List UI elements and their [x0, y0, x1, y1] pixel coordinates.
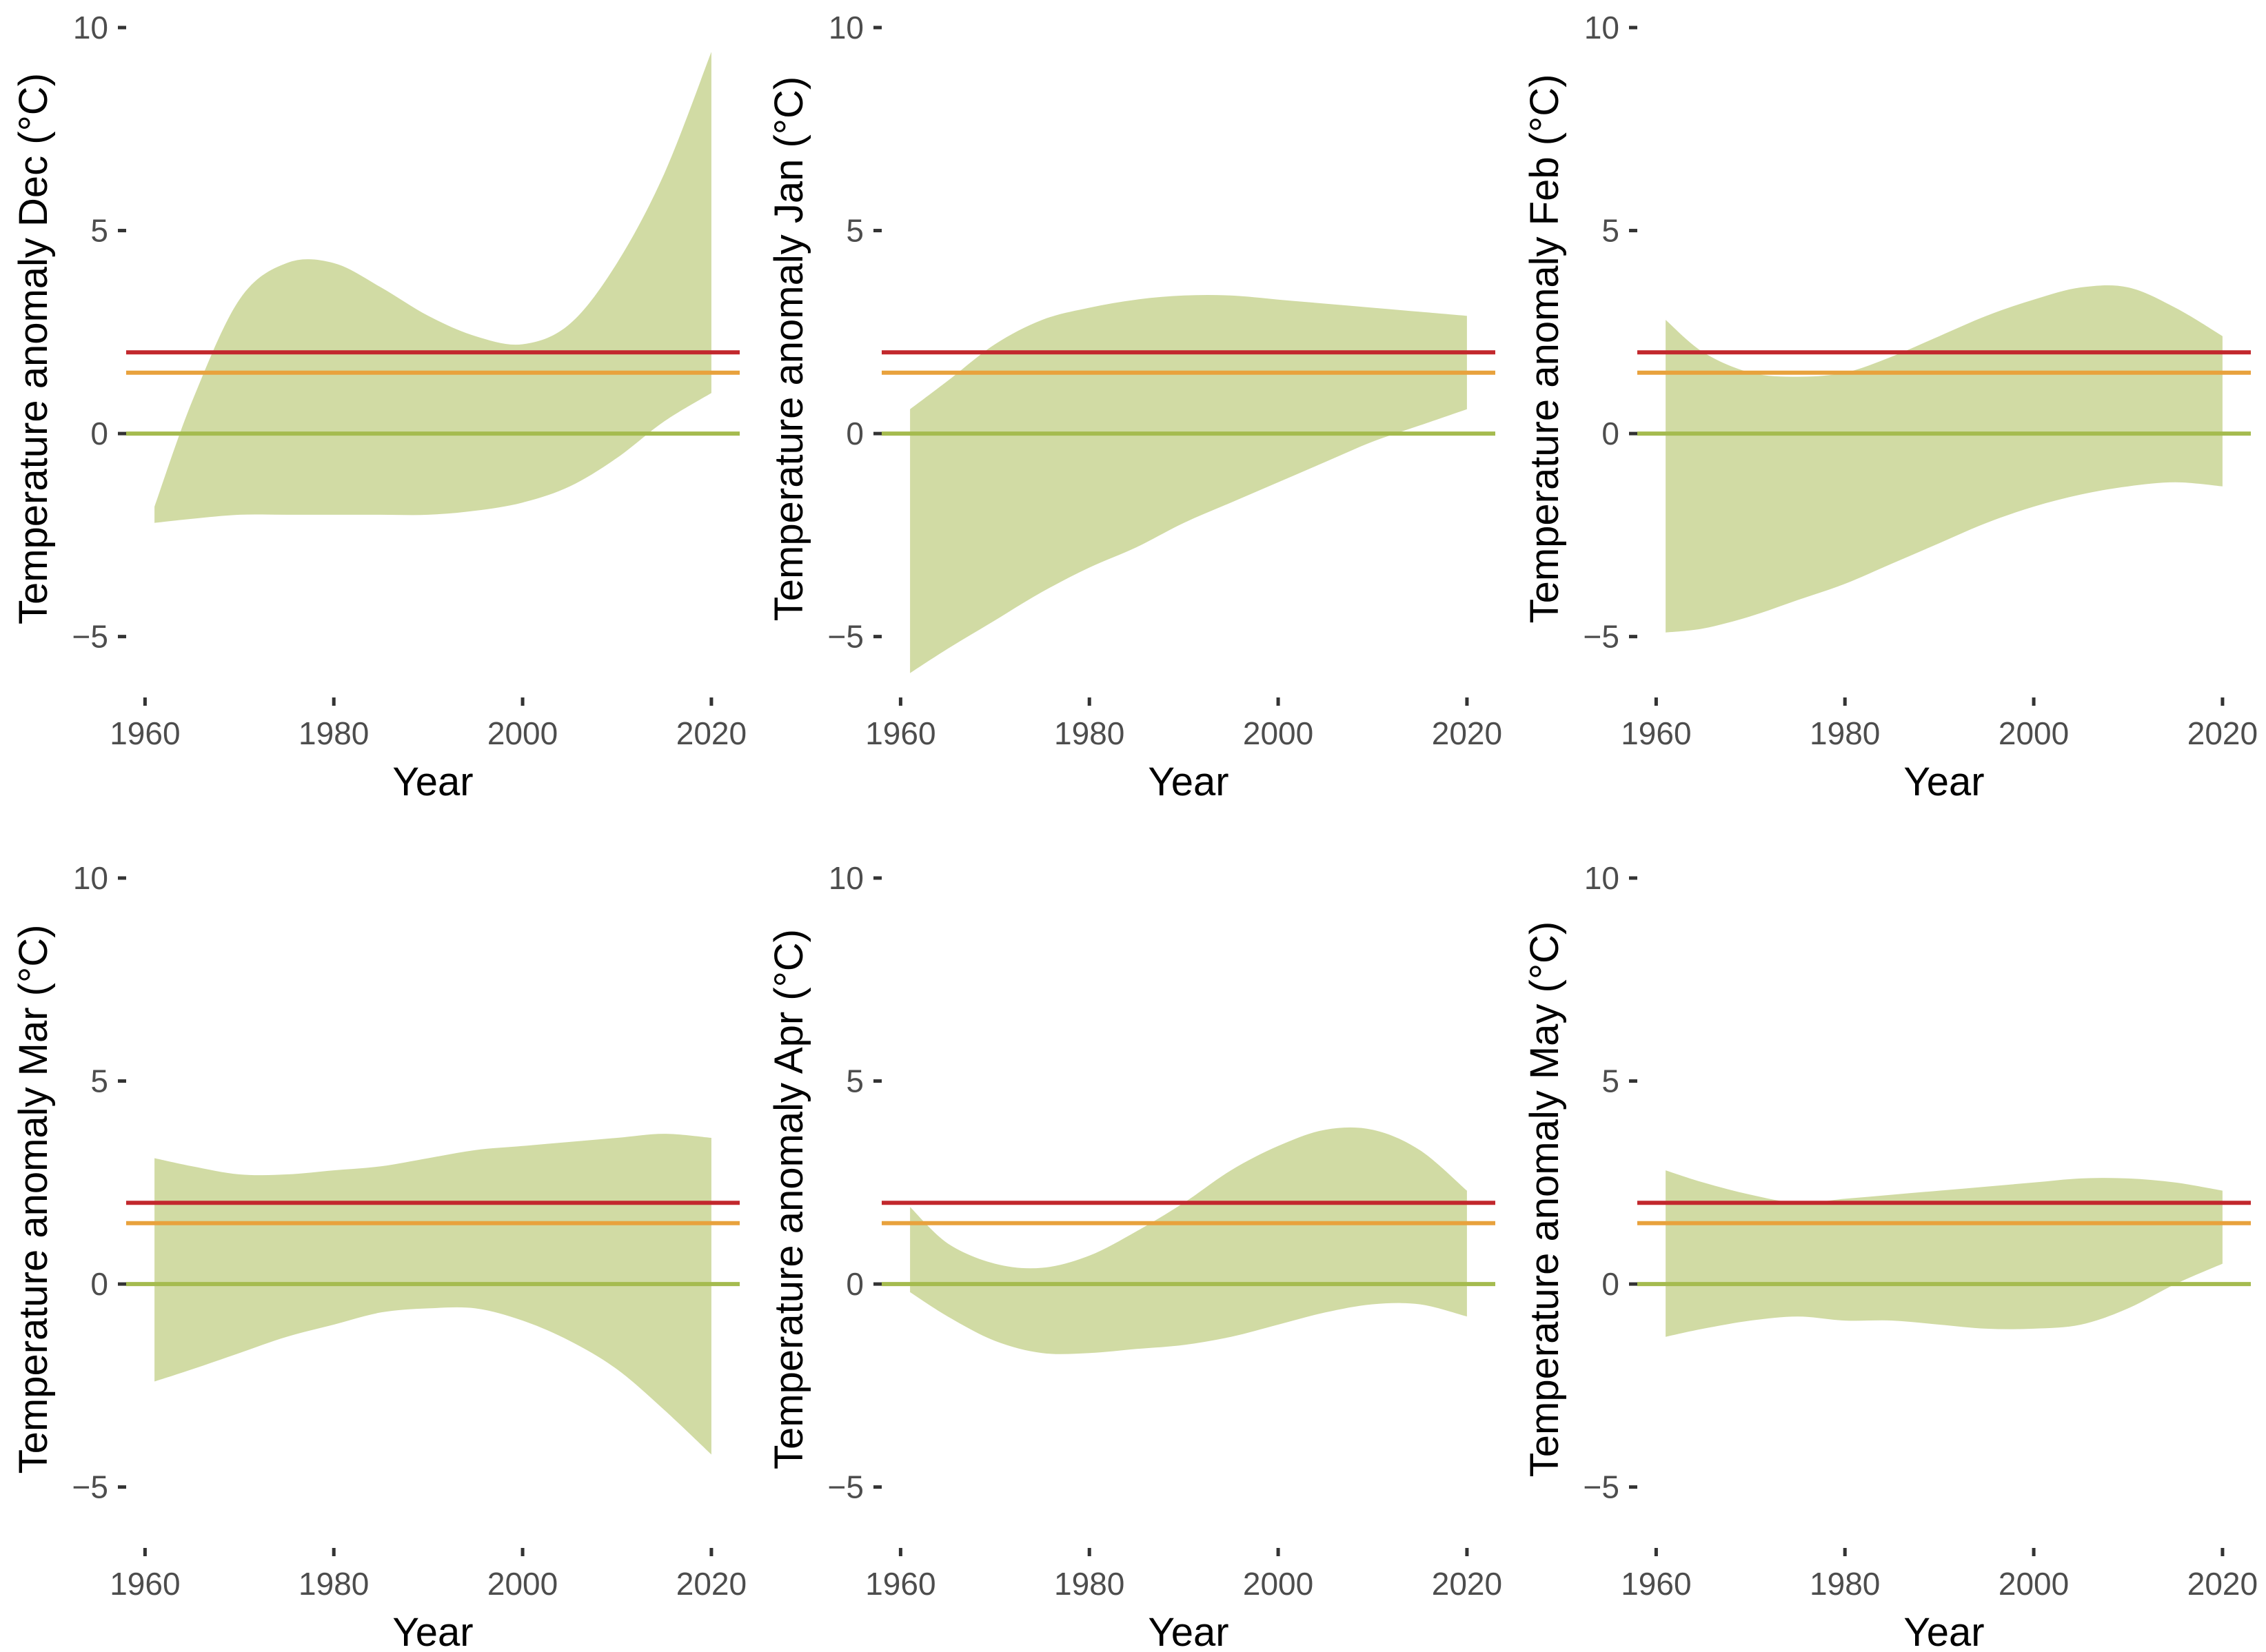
y-tick-label: 0 [846, 1266, 864, 1302]
panel-feb: −5 0 5 10 1960 1980 2000 2020 Year Temperature an… [1511, 0, 2266, 826]
y-tick-label: 5 [1601, 213, 1619, 249]
x-tick-label: 2020 [1432, 1566, 1502, 1602]
band-feb [1666, 285, 2223, 633]
y-tick-label: −5 [72, 619, 108, 655]
y-tick-label: 5 [846, 213, 864, 249]
x-tick-label: 1980 [1810, 1566, 1880, 1602]
panel-may: −5 0 5 10 1960 1980 2000 2020 Year Temperature an… [1511, 850, 2266, 1652]
y-axis-title: Temperature anomaly Dec (°C) [11, 73, 56, 624]
x-tick-label: 1960 [865, 1566, 935, 1602]
x-tick-label: 2020 [676, 1566, 747, 1602]
x-tick-label: 2020 [1432, 715, 1502, 751]
y-axis-title: Temperature anomaly Apr (°C) [767, 929, 811, 1469]
chart-may: −5 0 5 10 1960 1980 2000 2020 Year Temperature an… [1522, 860, 2258, 1652]
x-tick-label: 1960 [1621, 715, 1691, 751]
x-tick-label: 1960 [865, 715, 935, 751]
y-axis-title: Temperature anomaly May (°C) [1522, 921, 1567, 1477]
y-tick-label: −5 [828, 1469, 864, 1505]
panel-mar: −5 0 5 10 1960 1980 2000 2020 Year Temperature an… [0, 850, 755, 1652]
band-apr [910, 1127, 1467, 1354]
y-tick-label: 10 [829, 860, 864, 896]
band-mar [154, 1134, 711, 1455]
y-tick-label: 0 [1601, 416, 1619, 451]
band-jan [910, 295, 1467, 673]
x-tick-label: 1960 [110, 715, 180, 751]
y-tick-label: −5 [828, 619, 864, 655]
y-tick-label: −5 [1584, 1469, 1619, 1505]
y-axis-title: Temperature anomaly Mar (°C) [11, 925, 56, 1474]
y-tick-label: 10 [1584, 10, 1619, 45]
panel-jan: −5 0 5 10 1960 1980 2000 2020 Year Temperature an… [756, 0, 1510, 826]
y-tick-label: −5 [1584, 619, 1619, 655]
y-tick-label: 0 [846, 416, 864, 451]
chart-feb: −5 0 5 10 1960 1980 2000 2020 Year Temperature an… [1522, 10, 2258, 804]
y-tick-label: 5 [90, 1063, 108, 1099]
x-tick-label: 2000 [1243, 1566, 1313, 1602]
x-axis-title: Year [1148, 759, 1228, 804]
x-tick-label: 1980 [1054, 1566, 1124, 1602]
x-tick-label: 2000 [487, 1566, 558, 1602]
y-tick-label: 5 [90, 213, 108, 249]
panel-dec: −5 0 5 10 1960 1980 2000 2020 Year Temperature an… [0, 0, 755, 826]
chart-jan: −5 0 5 10 1960 1980 2000 2020 Year Temperature an… [767, 10, 1502, 804]
y-tick-label: 0 [90, 416, 108, 451]
x-axis-title: Year [1903, 759, 1984, 804]
x-tick-label: 2020 [2187, 715, 2258, 751]
x-tick-label: 2000 [1243, 715, 1313, 751]
x-axis-title: Year [392, 1610, 473, 1652]
y-tick-label: 5 [1601, 1063, 1619, 1099]
y-tick-label: 10 [73, 10, 108, 45]
x-tick-label: 1960 [110, 1566, 180, 1602]
x-tick-label: 2000 [1999, 715, 2069, 751]
y-tick-label: −5 [72, 1469, 108, 1505]
panel-apr: −5 0 5 10 1960 1980 2000 2020 Year Temperature an… [756, 850, 1510, 1652]
chart-mar: −5 0 5 10 1960 1980 2000 2020 Year Temperature an… [11, 860, 747, 1652]
band-dec [154, 52, 711, 523]
x-tick-label: 2000 [1999, 1566, 2069, 1602]
x-tick-label: 1980 [1054, 715, 1124, 751]
x-axis-title: Year [392, 759, 473, 804]
x-tick-label: 2020 [2187, 1566, 2258, 1602]
x-axis-title: Year [1148, 1610, 1228, 1652]
y-tick-label: 10 [73, 860, 108, 896]
x-tick-label: 2000 [487, 715, 558, 751]
band-may [1666, 1170, 2223, 1337]
y-axis-title: Temperature anomaly Jan (°C) [767, 77, 811, 621]
y-tick-label: 5 [846, 1063, 864, 1099]
y-tick-label: 10 [1584, 860, 1619, 896]
x-tick-label: 1980 [1810, 715, 1880, 751]
y-tick-label: 10 [829, 10, 864, 45]
x-tick-label: 1980 [299, 715, 369, 751]
x-tick-label: 2020 [676, 715, 747, 751]
chart-apr: −5 0 5 10 1960 1980 2000 2020 Year Temperature an… [767, 860, 1502, 1652]
y-tick-label: 0 [1601, 1266, 1619, 1302]
y-tick-label: 0 [90, 1266, 108, 1302]
x-tick-label: 1960 [1621, 1566, 1691, 1602]
chart-dec: −5 0 5 10 1960 1980 2000 2020 Year Temperature an… [11, 10, 747, 804]
x-tick-label: 1980 [299, 1566, 369, 1602]
x-axis-title: Year [1903, 1610, 1984, 1652]
y-axis-title: Temperature anomaly Feb (°C) [1522, 74, 1567, 624]
